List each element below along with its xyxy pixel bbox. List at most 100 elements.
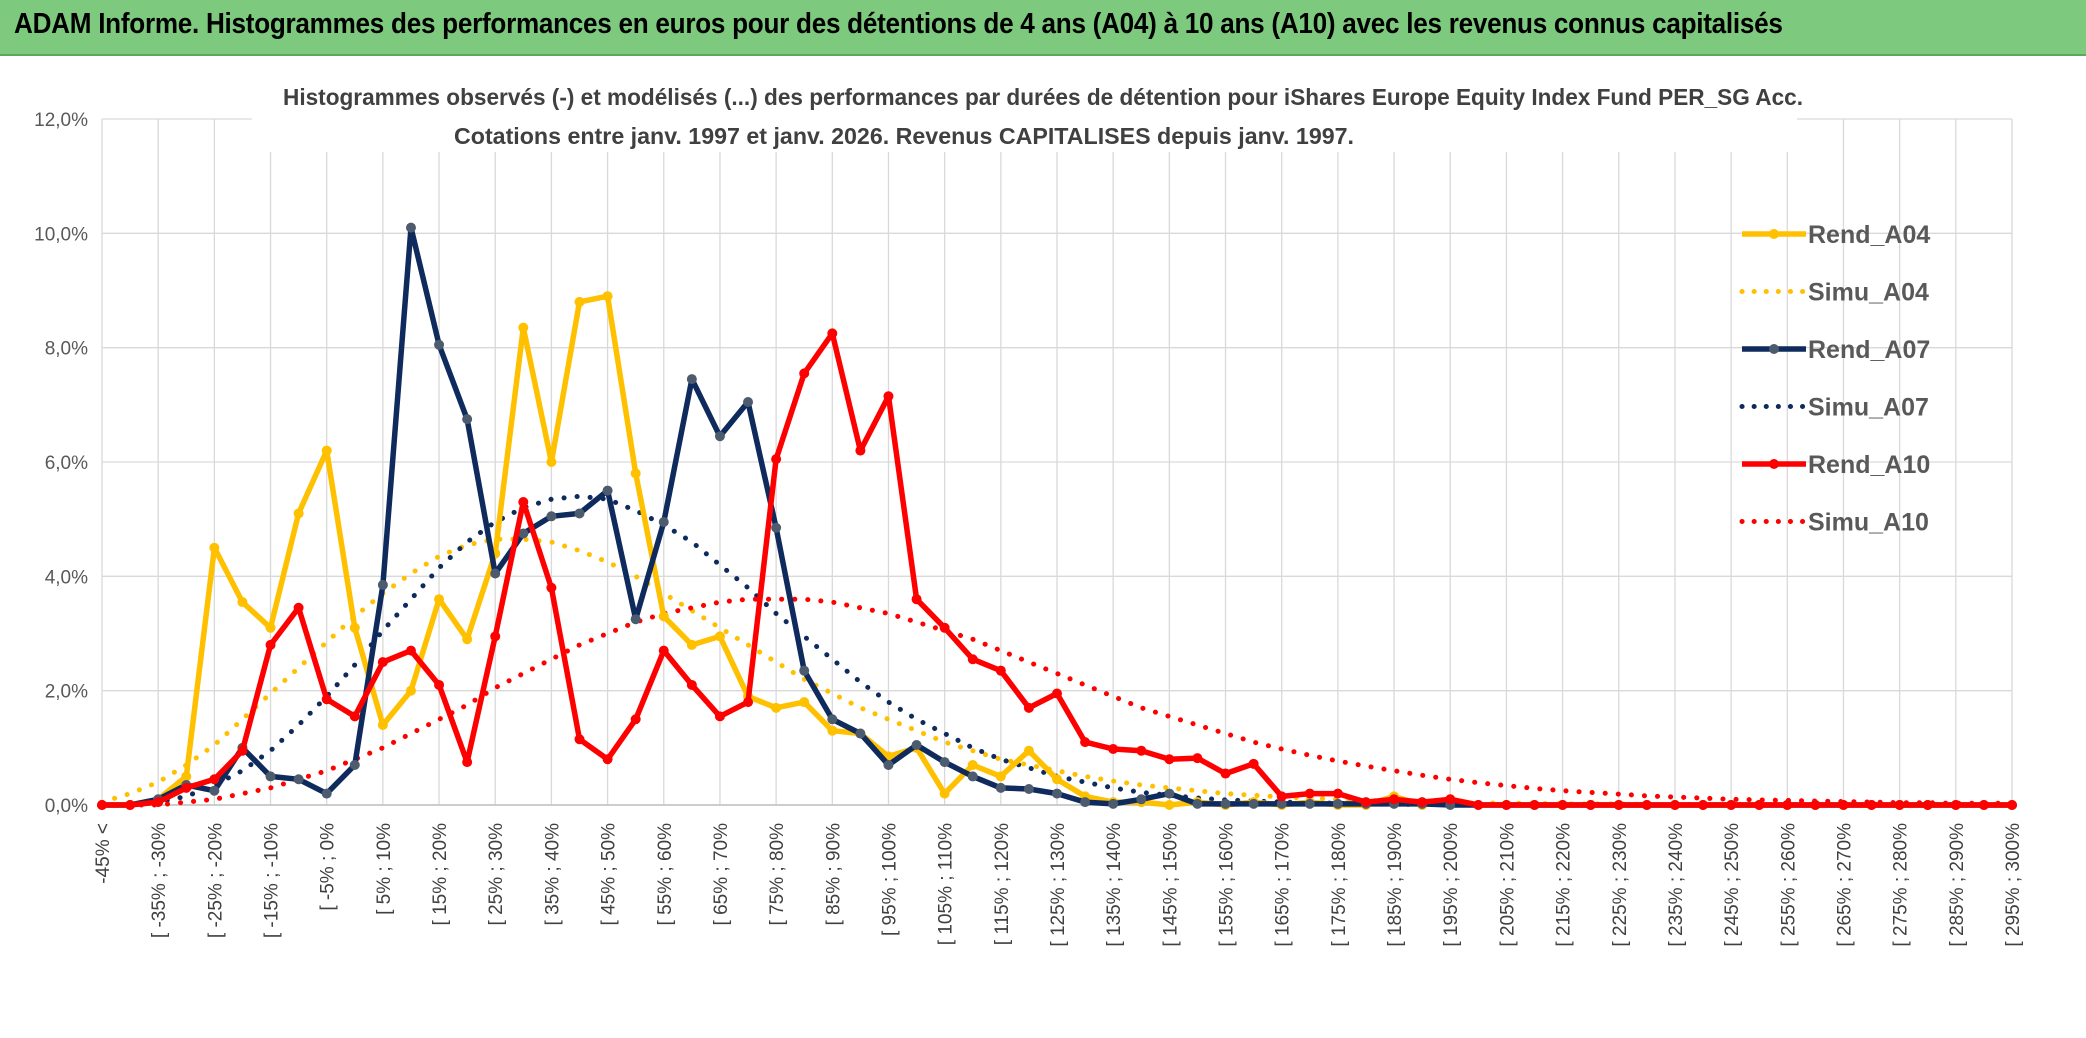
data-point bbox=[518, 497, 529, 508]
data-point bbox=[771, 454, 782, 465]
legend-label: Simu_A07 bbox=[1808, 394, 1929, 422]
x-tick-label: [ 135% ; 140% bbox=[1104, 823, 1125, 947]
data-point bbox=[237, 745, 248, 756]
legend-label: Simu_A10 bbox=[1808, 509, 1929, 537]
data-point bbox=[1136, 794, 1147, 805]
data-point bbox=[490, 568, 501, 579]
x-tick-label: [ 65% ; 70% bbox=[711, 823, 732, 926]
data-point bbox=[799, 368, 810, 379]
data-point bbox=[939, 622, 950, 633]
data-point bbox=[293, 602, 304, 613]
data-point bbox=[602, 485, 613, 496]
data-point bbox=[602, 754, 613, 765]
data-point bbox=[1389, 794, 1400, 805]
x-tick-label: [ 155% ; 160% bbox=[1217, 823, 1238, 947]
data-point bbox=[1248, 758, 1259, 769]
data-point bbox=[799, 697, 810, 708]
data-point bbox=[995, 771, 1006, 782]
data-point bbox=[1023, 702, 1034, 713]
data-point bbox=[574, 296, 585, 307]
chart-subtitle: Cotations entre janv. 1997 et janv. 2026… bbox=[454, 123, 1354, 149]
x-tick-label: [ 245% ; 250% bbox=[1722, 823, 1743, 947]
x-tick-label: [ 225% ; 230% bbox=[1610, 823, 1631, 947]
data-point bbox=[1557, 800, 1568, 810]
data-point bbox=[1136, 745, 1147, 756]
data-point bbox=[1080, 737, 1091, 748]
grid-lines bbox=[101, 118, 2013, 806]
data-point bbox=[293, 508, 304, 519]
data-point bbox=[995, 782, 1006, 793]
x-tick-label: [ 285% ; 290% bbox=[1947, 823, 1968, 947]
data-point bbox=[209, 785, 220, 796]
chart-title: Histogrammes observés (-) et modélisés (… bbox=[283, 84, 1803, 110]
data-point bbox=[883, 759, 894, 770]
data-point bbox=[855, 728, 866, 739]
data-point bbox=[1332, 788, 1343, 799]
data-point bbox=[1417, 797, 1428, 808]
data-point bbox=[1023, 745, 1034, 756]
x-tick-label: [ 15% ; 20% bbox=[430, 823, 451, 926]
data-point bbox=[827, 725, 838, 736]
legend-item-Rend_A10: Rend_A10 bbox=[1742, 451, 1930, 479]
data-point bbox=[686, 639, 697, 650]
x-axis: -45% < [ -35% ; -30% [ -25% ; -20% [ -15% ;… bbox=[93, 804, 2024, 947]
data-point bbox=[658, 517, 669, 528]
data-point bbox=[574, 508, 585, 519]
data-point bbox=[377, 719, 388, 730]
data-point bbox=[883, 391, 894, 402]
y-tick-label: 2,0% bbox=[45, 682, 88, 703]
x-tick-label: [ 255% ; 260% bbox=[1778, 823, 1799, 947]
data-point bbox=[321, 694, 332, 705]
x-tick-label: [ 195% ; 200% bbox=[1441, 823, 1462, 947]
data-point bbox=[97, 800, 107, 810]
data-point bbox=[321, 788, 332, 799]
data-point bbox=[405, 645, 416, 656]
data-point bbox=[911, 739, 922, 750]
legend-item-Simu_A04: Simu_A04 bbox=[1739, 279, 1929, 307]
series-Rend_A10 bbox=[97, 328, 2017, 810]
data-point bbox=[771, 522, 782, 533]
legend-marker bbox=[1769, 344, 1779, 354]
data-point bbox=[827, 328, 838, 339]
data-point bbox=[181, 771, 192, 782]
x-tick-label: [ 265% ; 270% bbox=[1834, 823, 1855, 947]
data-point bbox=[405, 685, 416, 696]
x-tick-label: [ 75% ; 80% bbox=[767, 823, 788, 926]
x-tick-label: [ 235% ; 240% bbox=[1666, 823, 1687, 947]
data-point bbox=[686, 679, 697, 690]
data-point bbox=[209, 542, 220, 553]
x-tick-label: [ 5% ; 10% bbox=[374, 823, 395, 915]
data-point bbox=[967, 654, 978, 665]
histogram-chart: 0,0% 2,0% 4,0% 6,0% 8,0% 10,0% 12,0% -45% < [ -… bbox=[34, 76, 2024, 947]
y-tick-label: 0,0% bbox=[45, 796, 88, 817]
x-tick-label: [ 85% ; 90% bbox=[823, 823, 844, 926]
data-point bbox=[434, 679, 445, 690]
series-Simu_A10 bbox=[99, 596, 2015, 808]
data-point bbox=[743, 697, 754, 708]
data-point bbox=[602, 291, 613, 302]
data-point bbox=[293, 774, 304, 785]
data-point bbox=[1529, 800, 1540, 810]
data-point bbox=[714, 431, 725, 442]
data-point bbox=[1164, 788, 1175, 799]
data-point bbox=[1754, 800, 1765, 810]
x-tick-label: [ -15% ; -10% bbox=[262, 823, 283, 938]
data-point bbox=[967, 771, 978, 782]
data-point bbox=[714, 631, 725, 642]
legend-marker bbox=[1769, 459, 1779, 469]
data-point bbox=[125, 800, 136, 810]
data-point bbox=[153, 797, 164, 808]
data-point bbox=[181, 782, 192, 793]
data-point bbox=[462, 757, 473, 768]
data-point bbox=[349, 711, 360, 722]
y-tick-label: 10,0% bbox=[34, 224, 88, 245]
data-point bbox=[630, 714, 641, 725]
data-point bbox=[434, 339, 445, 350]
data-point bbox=[490, 631, 501, 642]
data-point bbox=[405, 222, 416, 233]
data-point bbox=[1641, 800, 1652, 810]
x-tick-label: [ 25% ; 30% bbox=[486, 823, 507, 926]
data-point bbox=[265, 771, 276, 782]
x-tick-label: [ 175% ; 180% bbox=[1329, 823, 1350, 947]
x-tick-label: [ -25% ; -20% bbox=[205, 823, 226, 938]
